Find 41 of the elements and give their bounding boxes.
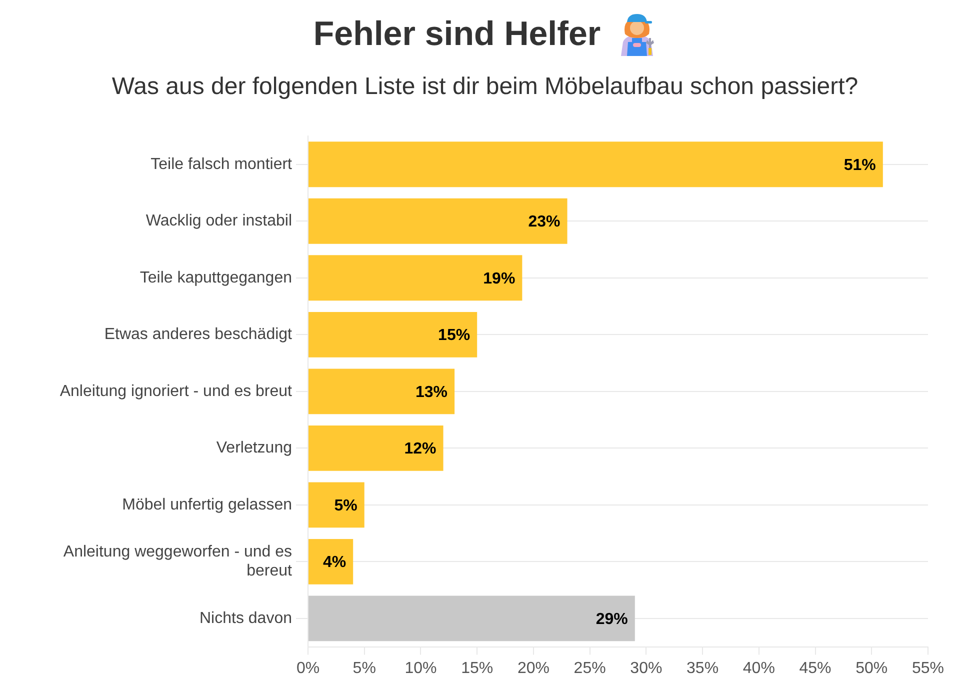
bar [308, 425, 444, 471]
y-tick-label: Teile kaputtgegangen [140, 269, 292, 286]
x-tick-label: 55% [912, 660, 944, 677]
y-tick-label: Verletzung [216, 440, 292, 457]
bar [308, 368, 455, 414]
y-tick-label: Möbel unfertig gelassen [122, 496, 292, 514]
data-label: 29% [596, 610, 628, 628]
chart-subtitle: Was aus der folgenden Liste ist dir beim Möbelaufbau schon passiert? [110, 72, 860, 102]
data-label: 23% [528, 214, 560, 231]
data-label: 13% [416, 384, 448, 401]
data-label: 15% [438, 327, 470, 344]
x-tick-label: 35% [686, 660, 719, 677]
bar [308, 596, 635, 642]
x-tick-label: 15% [461, 660, 494, 677]
bar [308, 142, 883, 188]
data-label: 12% [404, 440, 436, 458]
y-tick-label: Wacklig oder instabil [146, 212, 292, 230]
bar [308, 255, 522, 301]
y-tick-label: Teile falsch montiert [150, 156, 293, 173]
data-label: 51% [844, 156, 876, 174]
x-tick-label: 10% [404, 660, 437, 677]
bar [308, 538, 354, 584]
x-tick-label: 0% [296, 660, 320, 677]
x-tick-label: 45% [799, 660, 832, 677]
x-tick-label: 30% [630, 660, 662, 677]
x-tick-label: 25% [574, 660, 606, 677]
chart-title: Fehler sind Helfer [313, 14, 601, 55]
x-tick-label: 40% [742, 660, 775, 677]
bar [308, 482, 364, 528]
x-tick-label: 50% [856, 660, 888, 677]
data-label: 19% [483, 270, 516, 288]
y-tick-label: Anleitung weggeworfen - und es bereut [63, 543, 293, 580]
bar [308, 312, 478, 358]
y-tick-label: Etwas anderes beschädigt [104, 326, 293, 344]
y-tick-label: Nichts davon [200, 610, 292, 627]
x-tick-label: 20% [517, 660, 550, 677]
x-tick-label: 5% [352, 660, 376, 677]
y-tick-label: Anleitung ignoriert - und es breut [60, 382, 293, 400]
data-label: 4% [322, 554, 346, 572]
bar [308, 198, 568, 244]
data-label: 5% [334, 497, 358, 514]
